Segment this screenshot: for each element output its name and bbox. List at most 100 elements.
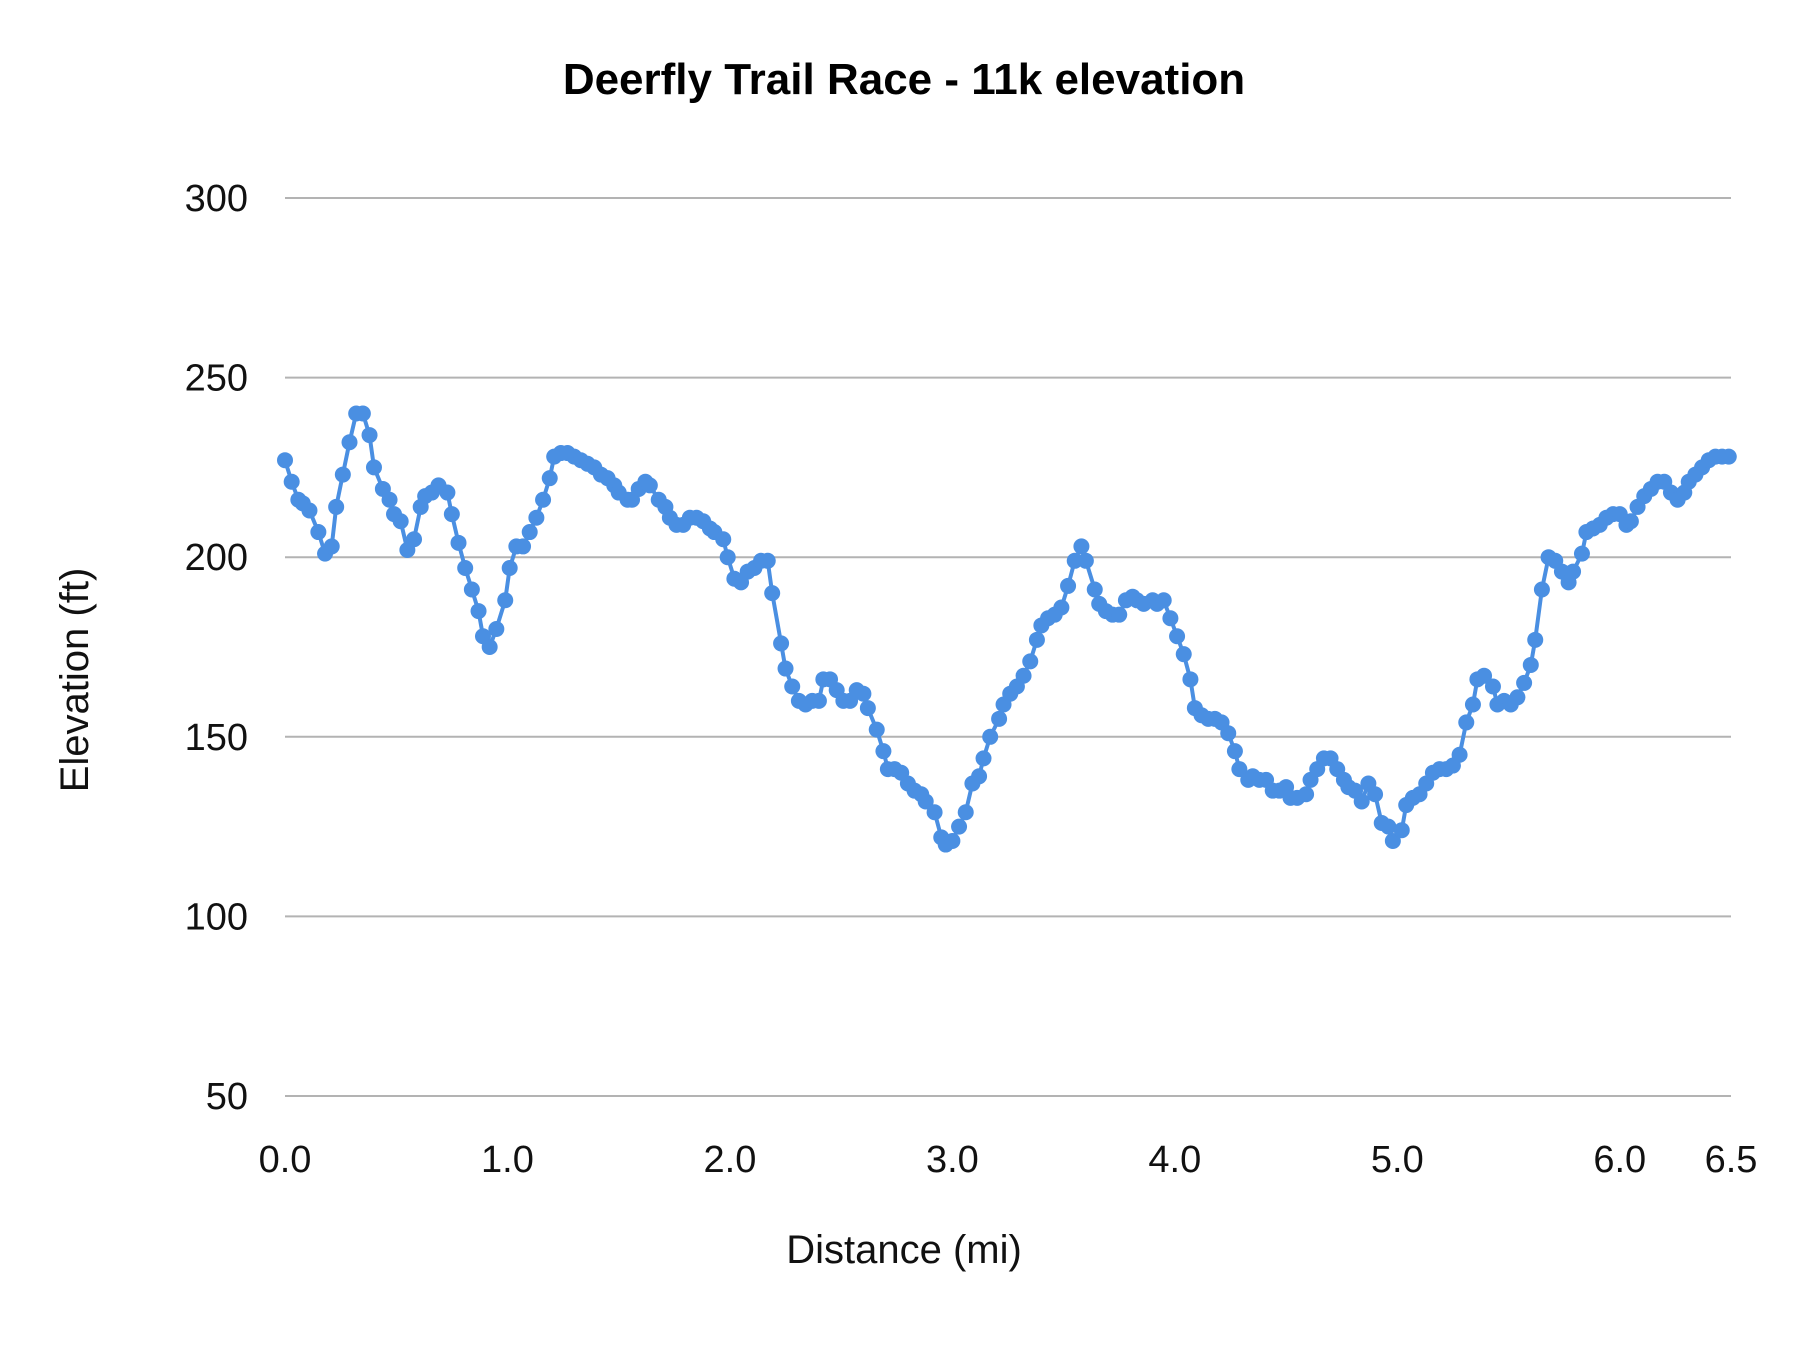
data-point (1533, 581, 1550, 598)
data-point (1522, 656, 1539, 673)
data-point (875, 743, 892, 760)
data-point (450, 534, 467, 551)
data-point (361, 427, 378, 444)
x-tick-labels: 0.0 1.0 2.0 3.0 4.0 5.0 6.0 6.5 (259, 1139, 1758, 1181)
data-point (1484, 678, 1501, 695)
data-point (1022, 653, 1039, 670)
data-point (1353, 793, 1370, 810)
data-point (773, 635, 790, 652)
data-point (515, 538, 532, 555)
data-point (917, 793, 934, 810)
data-point (1162, 610, 1179, 627)
data-point (328, 498, 345, 515)
data-point (381, 491, 398, 508)
data-point (951, 818, 968, 835)
data-point (982, 728, 999, 745)
y-tick-label: 100 (185, 896, 248, 938)
data-point (341, 434, 358, 451)
data-point (859, 700, 876, 717)
data-point (310, 524, 327, 541)
data-point (535, 491, 552, 508)
data-point (1298, 786, 1315, 803)
y-tick-label: 200 (185, 537, 248, 579)
data-point (971, 768, 988, 785)
data-point (1226, 743, 1243, 760)
data-point (944, 832, 961, 849)
x-axis-title: Distance (mi) (786, 1228, 1022, 1272)
data-point (501, 559, 518, 576)
data-point (283, 473, 300, 490)
data-point (1464, 696, 1481, 713)
data-point (719, 549, 736, 566)
data-point (1573, 545, 1590, 562)
data-point (1458, 714, 1475, 731)
data-point (354, 405, 371, 422)
data-point (1393, 822, 1410, 839)
data-point (439, 484, 456, 501)
data-point (1028, 631, 1045, 648)
x-tick-label: 3.0 (926, 1139, 979, 1181)
data-point (759, 552, 776, 569)
x-tick-label: 6.5 (1705, 1139, 1758, 1181)
x-tick-label: 0.0 (259, 1139, 312, 1181)
data-point (868, 721, 885, 738)
data-point (1384, 832, 1401, 849)
data-point (1182, 671, 1199, 688)
data-point (1509, 689, 1526, 706)
chart-title: Deerfly Trail Race - 11k elevation (563, 55, 1245, 104)
data-point (1220, 725, 1237, 742)
y-tick-labels: 300 250 200 150 100 50 (185, 178, 248, 1118)
x-tick-label: 6.0 (1593, 1139, 1646, 1181)
x-tick-label: 5.0 (1371, 1139, 1424, 1181)
data-point (463, 581, 480, 598)
data-point (1077, 552, 1094, 569)
elevation-series (277, 405, 1737, 853)
data-point (481, 639, 498, 655)
data-point (528, 509, 545, 526)
y-tick-label: 300 (185, 178, 248, 220)
data-point (715, 531, 732, 548)
data-point (991, 710, 1008, 727)
x-tick-label: 1.0 (481, 1139, 534, 1181)
data-point (392, 513, 409, 530)
data-point (1175, 646, 1192, 663)
data-point (1565, 563, 1582, 580)
data-point (641, 477, 658, 494)
data-point (1367, 786, 1384, 803)
data-point (301, 502, 318, 519)
data-point (470, 603, 487, 620)
data-point (488, 621, 505, 638)
data-point (1622, 513, 1639, 530)
data-point (1169, 628, 1186, 645)
data-point (365, 459, 382, 476)
data-point (277, 452, 293, 469)
data-point (1073, 538, 1090, 555)
data-point (1476, 667, 1493, 684)
data-point (855, 685, 872, 702)
data-point (1053, 599, 1070, 616)
data-point (1015, 667, 1032, 684)
data-point (1231, 761, 1248, 778)
gridlines (285, 197, 1731, 1097)
data-point (784, 678, 801, 695)
y-tick-label: 50 (206, 1076, 248, 1118)
data-point (957, 804, 974, 821)
data-point (1380, 818, 1397, 835)
x-tick-label: 4.0 (1148, 1139, 1201, 1181)
data-point (323, 538, 340, 555)
data-point (764, 585, 781, 602)
data-point (521, 524, 538, 541)
data-point (1060, 577, 1077, 594)
data-point (1516, 674, 1533, 691)
data-point (1720, 448, 1737, 465)
data-point (926, 804, 943, 821)
data-point (975, 750, 992, 767)
data-point (810, 692, 827, 709)
data-point (541, 470, 558, 487)
data-point (1086, 581, 1103, 598)
data-point (443, 506, 460, 523)
x-tick-label: 2.0 (704, 1139, 757, 1181)
data-point (406, 531, 423, 548)
